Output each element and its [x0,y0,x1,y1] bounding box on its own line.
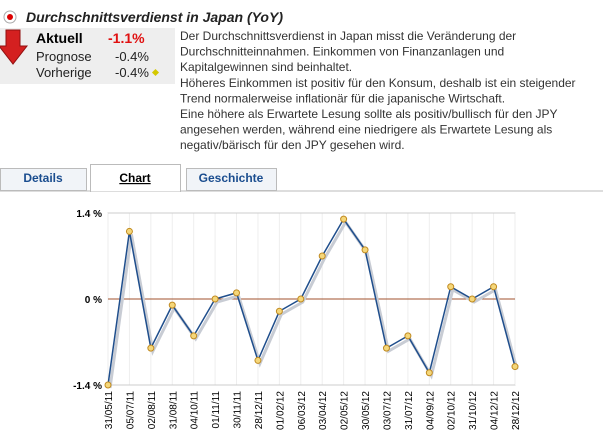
point [254,356,262,364]
x-tick-label: 28/12/11 [254,391,265,430]
x-tick-label: 02/05/12 [340,391,351,430]
point [104,381,112,389]
point [382,344,390,352]
indicator-value: -0.4% [115,49,149,64]
x-tick-label: 04/10/11 [190,391,201,430]
point [447,283,455,291]
point [318,252,326,260]
down-arrow [0,29,29,65]
description-line: Trend normalerweise inflationär für die … [180,91,505,105]
x-tick-label: 31/05/11 [104,391,115,430]
point [275,307,283,315]
x-tick-label: 02/08/11 [147,391,158,430]
x-tick-label: 30/05/12 [361,391,372,430]
tab-label[interactable]: Geschichte [199,171,264,185]
tab[interactable] [90,164,181,192]
tab[interactable] [0,168,87,191]
x-tick-label: 28/12/12 [511,391,522,430]
title: Durchschnittsverdienst in Japan (YoY) [26,9,283,25]
x-tick-label: 30/11/11 [233,391,244,429]
x-tick-label: 06/03/12 [297,391,308,430]
point [211,295,219,303]
point [468,295,476,303]
indicator-value: -1.1% [108,30,145,46]
x-tick-label: 04/12/12 [490,391,501,430]
description-line: Höheres Einkommen ist positiv für den Ko… [180,76,576,90]
description-line: negativ/bärisch für den JPY gesehen wird… [180,138,405,152]
x-tick-label: 31/10/12 [468,391,479,430]
point [511,363,519,371]
point [361,246,369,254]
chart: -1.4 % 0 % 1.4 % 31/05/11 05/07/11 02/08/11 31… [73,209,522,430]
indicator-label: Aktuell [36,30,83,46]
point [233,289,241,297]
description-line: Kapitalgewinnen sind beinhaltet. [180,60,352,74]
x-tick-label: 31/07/12 [404,391,415,430]
x-tick-label: 05/07/11 [125,391,136,430]
description-line: Eine höhere als Erwartete Lesung sollte … [180,107,558,121]
description: Der Durchschnittsverdienst in Japan miss… [180,29,576,152]
tab-label[interactable]: Chart [119,171,150,185]
line [107,217,516,386]
point [168,301,176,309]
y-tick-label: 0 % [85,295,102,306]
point [297,295,305,303]
x-tick-label: 31/08/11 [168,391,179,430]
tab[interactable] [186,168,277,191]
x-tick-label: 01/02/12 [275,391,286,430]
description-line: angesehen werden, während eine niedriger… [180,123,552,137]
indicator-label: Vorherige [36,65,92,80]
point [125,227,133,235]
point [404,332,412,340]
point [190,332,198,340]
indicator-value: -0.4% [115,65,149,80]
tab-label[interactable]: Details [23,171,63,185]
description-line: Durchschnitteinnahmen. Einkommen von Fin… [180,45,504,59]
tabs: Details Chart Geschichte [0,164,277,192]
flag-dot [7,14,13,20]
x-tick-label: 02/10/12 [447,391,458,430]
description-line: Der Durchschnittsverdienst in Japan miss… [180,29,516,43]
point [340,215,348,223]
x-tick-label: 03/07/12 [382,391,393,430]
y-tick-label: 1.4 % [76,209,102,220]
point [147,344,155,352]
point [490,283,498,291]
y-tick-label: -1.4 % [73,381,102,392]
point [425,369,433,377]
x-tick-label: 01/11/11 [211,391,222,429]
x-tick-label: 03/04/12 [318,391,329,430]
indicator-box [0,28,175,84]
diamond [151,68,160,77]
x-tick-label: 04/09/12 [425,391,436,430]
indicator-label: Prognose [36,49,92,64]
